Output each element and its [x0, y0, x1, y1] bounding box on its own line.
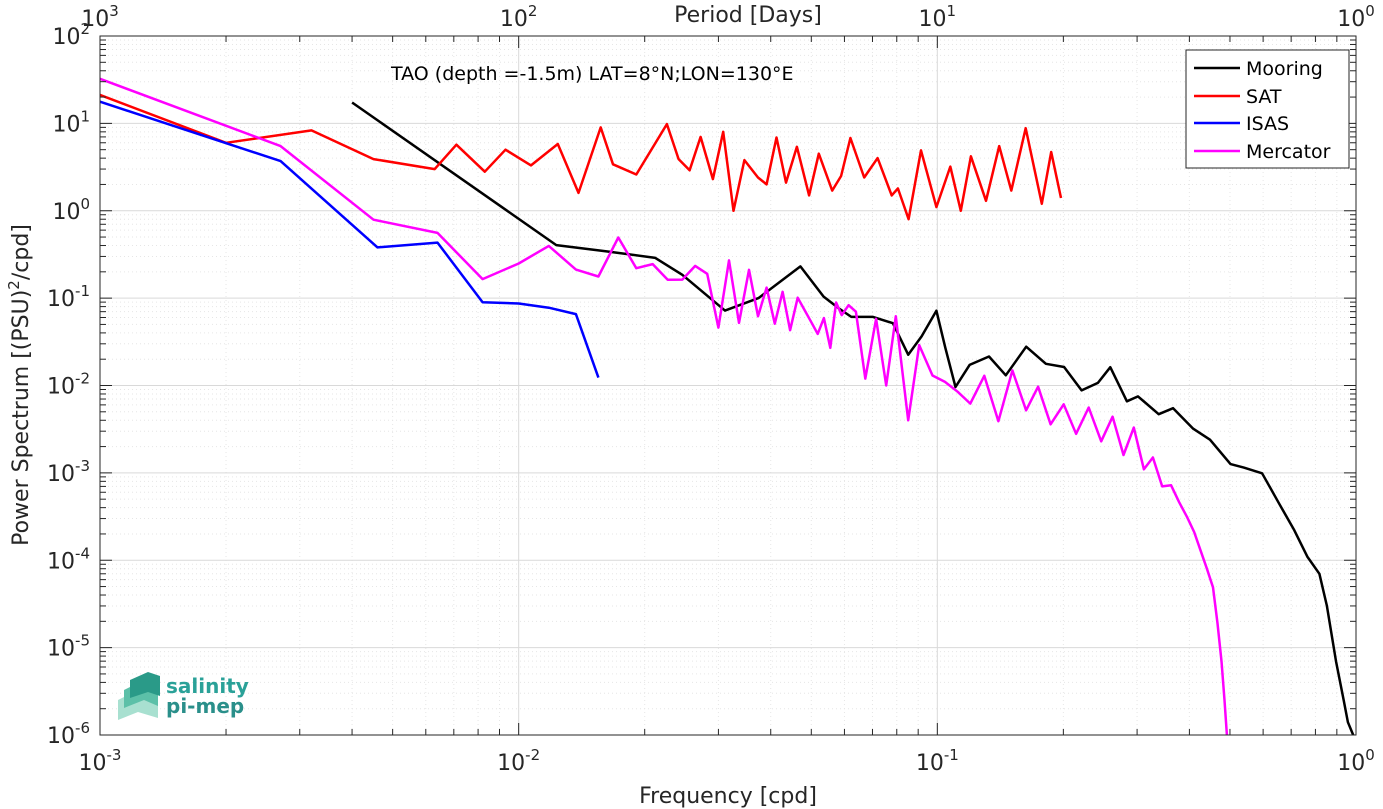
y-axis-title: Power Spectrum [(PSU)2/cpd]	[5, 224, 34, 546]
logo-mark-icon	[118, 672, 160, 720]
x-tick-label: 10-2	[497, 746, 540, 776]
series-line-sat	[99, 93, 1063, 221]
top-tick-label: 102	[500, 2, 538, 32]
y-axis-title-main: Power Spectrum [(PSU)	[9, 290, 34, 546]
y-axis-title-sup: 2	[5, 280, 23, 290]
x-tick-label: 10-3	[79, 746, 122, 776]
series-line-mooring	[351, 101, 1355, 736]
y-tick-label: 100	[52, 195, 90, 225]
series-line-isas	[99, 100, 600, 379]
top-axis-title: Period [Days]	[674, 3, 822, 28]
top-tick-label: 103	[81, 2, 119, 32]
y-tick-label: 10-3	[47, 457, 90, 487]
y-tick-label: 10-2	[47, 370, 90, 400]
logo-text-line2: pi-mep	[166, 694, 244, 718]
chart-title: TAO (depth =-1.5m) LAT=8°N;LON=130°E	[390, 63, 794, 85]
logo-text-line1: salinity	[166, 674, 249, 698]
legend-label-mercator: Mercator	[1246, 141, 1331, 163]
x-tick-label: 10-1	[916, 746, 959, 776]
x-tick-label: 100	[1337, 746, 1375, 776]
legend-label-sat: SAT	[1246, 86, 1282, 108]
y-tick-label: 10-5	[47, 632, 90, 662]
top-tick-label: 100	[1337, 2, 1375, 32]
y-axis-title-tail: /cpd]	[9, 224, 34, 280]
salinity-pimep-logo: salinity pi-mep	[118, 672, 249, 720]
series-line-mercator	[99, 77, 1229, 736]
legend-label-isas: ISAS	[1246, 113, 1289, 135]
y-tick-label: 10-6	[47, 719, 90, 749]
axis-ticks	[99, 35, 1357, 736]
y-tick-label: 10-4	[47, 544, 90, 574]
y-tick-label: 101	[52, 107, 90, 137]
legend-label-mooring: Mooring	[1246, 58, 1323, 80]
y-tick-label: 10-1	[47, 282, 90, 312]
legend: Mooring SAT ISAS Mercator	[1185, 49, 1350, 169]
series-lines	[99, 77, 1355, 736]
y-tick-label: 102	[52, 20, 90, 50]
legend-box	[1185, 49, 1350, 169]
x-axis-title: Frequency [cpd]	[639, 784, 817, 809]
top-tick-label: 101	[919, 2, 957, 32]
